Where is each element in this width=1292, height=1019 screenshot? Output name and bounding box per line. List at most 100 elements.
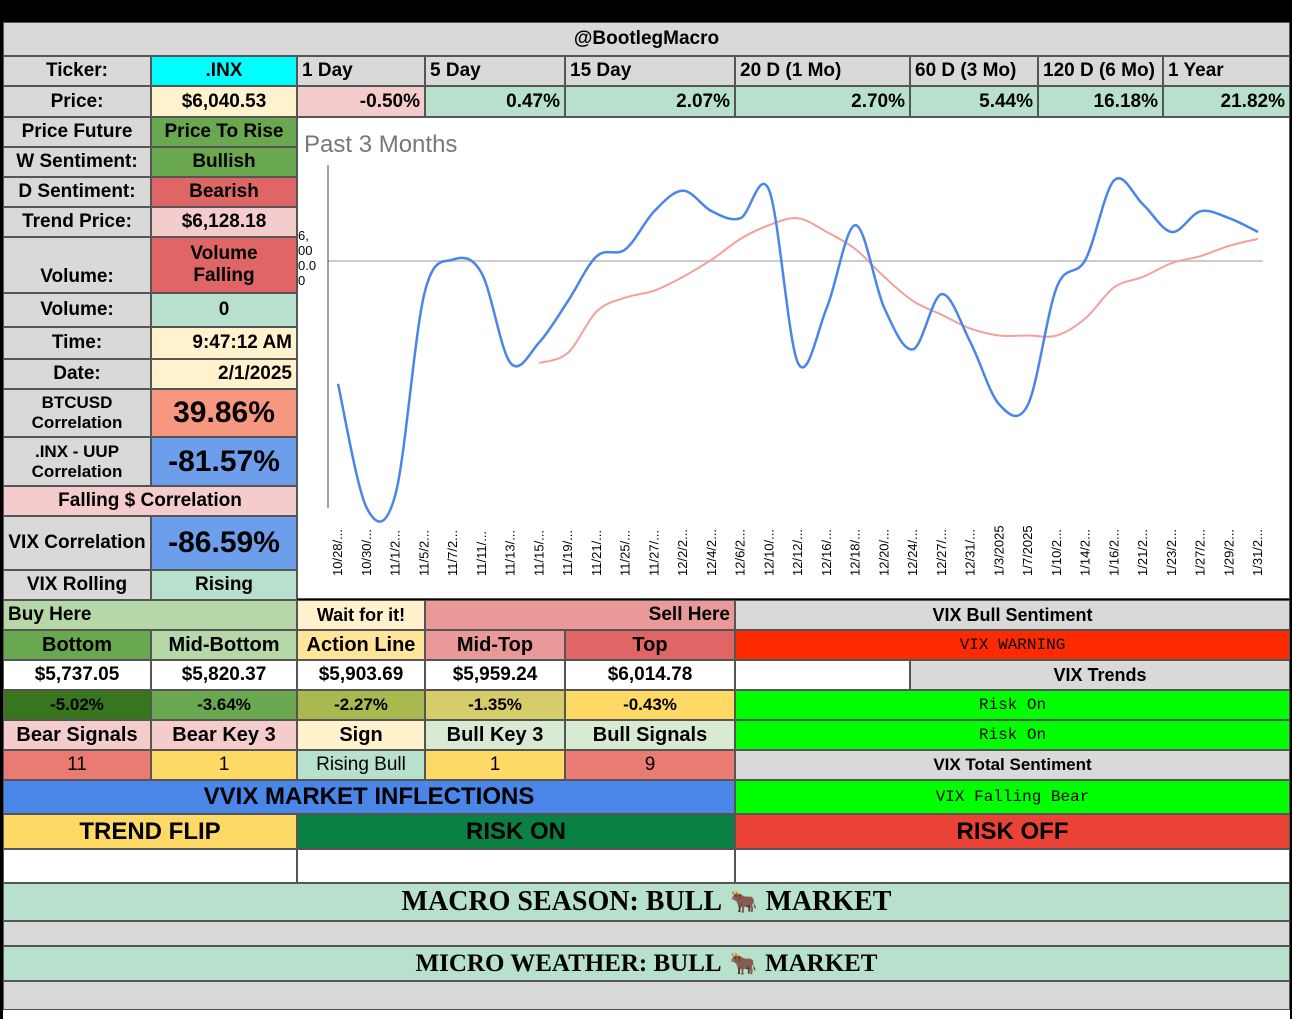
period-20d: 20 D (1 Mo): [735, 56, 910, 86]
trend-price-value: $6,128.18: [151, 207, 297, 237]
x-tick-label: 11/13/...: [503, 530, 518, 576]
vix-trend-2: Risk On: [735, 720, 1290, 750]
x-tick-label: 1/23/2...: [1164, 529, 1179, 576]
price-mid-top: $5,959.24: [425, 660, 565, 690]
change-15d: 2.07%: [565, 86, 735, 117]
x-tick-label: 1/31/2...: [1250, 529, 1265, 576]
bear-signals-value: 11: [3, 750, 151, 780]
macro-season-text: MACRO SEASON: BULL: [401, 886, 723, 917]
ticker-label: Ticker:: [3, 56, 151, 86]
change-1y: 21.82%: [1163, 86, 1290, 117]
ticker-value: .INX: [151, 56, 297, 86]
date-value: 2/1/2025: [151, 359, 297, 389]
period-15d: 15 Day: [565, 56, 735, 86]
change-1d: -0.50%: [297, 86, 425, 117]
bull-icon: 🐂: [730, 889, 758, 914]
volume-label: Volume:: [3, 293, 151, 327]
level-mid-top: Mid-Top: [425, 630, 565, 660]
bull-key3-value: 1: [425, 750, 565, 780]
x-tick-label: 12/27/...: [934, 529, 949, 576]
vix-trend-1: Risk On: [735, 690, 1290, 720]
d-sentiment-value: Bearish: [151, 177, 297, 207]
trend-price-label: Trend Price:: [3, 207, 151, 237]
price-top: $6,014.78: [565, 660, 735, 690]
change-60d: 5.44%: [910, 86, 1038, 117]
vix-rolling-label: VIX Rolling: [3, 570, 151, 600]
x-tick-label: 12/24/...: [905, 529, 920, 576]
sign-label: Sign: [297, 720, 425, 750]
vix-bull-sentiment-label: VIX Bull Sentiment: [735, 600, 1290, 630]
time-label: Time:: [3, 327, 151, 359]
sign-value: Rising Bull: [297, 750, 425, 780]
w-sentiment-label: W Sentiment:: [3, 147, 151, 177]
y-tick-label: 0: [298, 273, 305, 288]
vix-blank-cell: [735, 660, 910, 690]
level-mid-bottom: Mid-Bottom: [151, 630, 297, 660]
btc-corr-label: BTCUSD Correlation: [3, 389, 151, 437]
chart-svg: Past 3 Months 6,000.00 10/28/... 10/30/..…: [298, 131, 1265, 576]
x-tick-label: 1/27/2...: [1193, 529, 1208, 576]
x-tick-label: 10/30/...: [359, 529, 374, 576]
period-1d: 1 Day: [297, 56, 425, 86]
trend-series-line: [538, 217, 1259, 365]
x-tick-label: 12/2/2...: [675, 529, 690, 576]
x-tick-label: 1/7/2025: [1020, 525, 1035, 576]
price-action-line: $5,903.69: [297, 660, 425, 690]
period-120d: 120 D (6 Mo): [1038, 56, 1163, 86]
x-tick-label: 1/21/2...: [1135, 529, 1150, 576]
vix-total-label: VIX Total Sentiment: [735, 750, 1290, 780]
risk-off-label: RISK OFF: [735, 814, 1290, 849]
x-tick-label: 12/4/2...: [704, 529, 719, 576]
level-bottom: Bottom: [3, 630, 151, 660]
vix-corr-value: -86.59%: [151, 516, 297, 570]
uup-corr-value: -81.57%: [151, 437, 297, 486]
risk-on-label: RISK ON: [297, 814, 735, 849]
wait-label: Wait for it!: [297, 600, 425, 630]
uup-corr-label: .INX - UUP Correlation: [3, 437, 151, 486]
x-tick-label: 11/19/...: [560, 530, 575, 576]
bear-key3-value: 1: [151, 750, 297, 780]
trend-flip-label: TREND FLIP: [3, 814, 297, 849]
change-5d: 0.47%: [425, 86, 565, 117]
time-value: 9:47:12 AM: [151, 327, 297, 359]
x-tick-label: 1/3/2025: [991, 525, 1006, 576]
bull-signals-value: 9: [565, 750, 735, 780]
risk-off-cell: [735, 849, 1290, 883]
x-tick-label: 12/12/...: [790, 529, 805, 576]
change-20d: 2.70%: [735, 86, 910, 117]
change-120d: 16.18%: [1038, 86, 1163, 117]
d-sentiment-label: D Sentiment:: [3, 177, 151, 207]
pct-top: -0.43%: [565, 690, 735, 720]
trend-flip-cell: [3, 849, 297, 883]
micro-weather-text: MICRO WEATHER: BULL: [415, 949, 722, 977]
x-tick-label: 11/11/...: [474, 531, 489, 576]
pct-mid-top: -1.35%: [425, 690, 565, 720]
risk-on-cell: [297, 849, 735, 883]
header-title: @BootlegMacro: [3, 22, 1290, 56]
price-bottom: $5,737.05: [3, 660, 151, 690]
price-future-value: Price To Rise: [151, 117, 297, 147]
level-action-line: Action Line: [297, 630, 425, 660]
y-tick-label: 0.0: [298, 258, 316, 273]
pct-mid-bottom: -3.64%: [151, 690, 297, 720]
chart-title: Past 3 Months: [304, 131, 457, 158]
w-sentiment-value: Bullish: [151, 147, 297, 177]
falling-corr-label: Falling $ Correlation: [3, 486, 297, 516]
bull-icon: 🐂: [729, 950, 757, 976]
bull-key3-label: Bull Key 3: [425, 720, 565, 750]
sell-here-label: Sell Here: [425, 600, 735, 630]
vix-total-value: VIX Falling Bear: [735, 780, 1290, 814]
x-tick-label: 11/21/...: [589, 530, 604, 576]
spacer-row: [3, 921, 1290, 946]
macro-season-end: MARKET: [765, 886, 892, 917]
vix-rolling-value: Rising: [151, 570, 297, 600]
x-tick-label: 1/16/2...: [1106, 529, 1121, 576]
price-mid-bottom: $5,820.37: [151, 660, 297, 690]
x-tick-label: 1/29/2...: [1221, 529, 1236, 576]
volume-trend-label: Volume:: [3, 237, 151, 293]
vix-trends-label: VIX Trends: [910, 660, 1290, 690]
price-chart: Past 3 Months 6, 00 0.0 0 10/28/... 10/30/..…: [297, 117, 1290, 599]
x-tick-label: 11/1/2...: [388, 530, 403, 576]
micro-weather-end: MARKET: [764, 949, 878, 977]
macro-season-banner: MACRO SEASON: BULL 🐂 MARKET: [3, 883, 1290, 921]
